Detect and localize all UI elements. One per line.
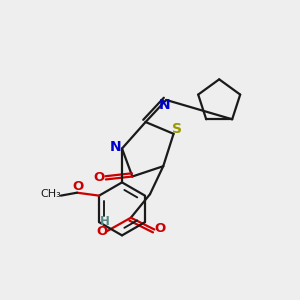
Text: O: O (155, 221, 166, 235)
Text: O: O (73, 180, 84, 193)
Text: O: O (96, 225, 108, 239)
Text: N: N (110, 140, 122, 154)
Text: CH₃: CH₃ (40, 189, 61, 199)
Text: H: H (100, 215, 110, 228)
Text: N: N (159, 98, 170, 112)
Text: S: S (172, 122, 182, 136)
Text: O: O (94, 172, 105, 184)
